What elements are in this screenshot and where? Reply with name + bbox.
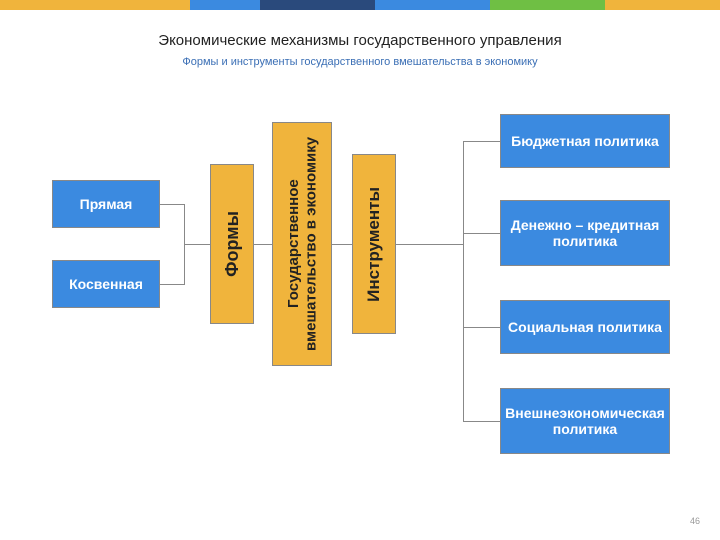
node-label: Социальная политика bbox=[508, 319, 662, 335]
topbar-segment bbox=[190, 0, 260, 10]
node-label: Внешнеэкономическая политика bbox=[505, 405, 665, 437]
node-label: Бюджетная политика bbox=[511, 133, 659, 149]
node-gos: Государственное вмешательство в экономик… bbox=[272, 122, 332, 366]
topbar-segment bbox=[490, 0, 605, 10]
connector bbox=[396, 244, 464, 245]
node-kosvennaya: Косвенная bbox=[52, 260, 160, 308]
connector bbox=[463, 233, 500, 234]
connector bbox=[463, 141, 464, 422]
node-label: Инструменты bbox=[364, 187, 384, 302]
node-label: Денежно – кредитная политика bbox=[505, 217, 665, 249]
topbar-segment bbox=[375, 0, 490, 10]
connector bbox=[463, 141, 500, 142]
page-subtitle: Формы и инструменты государственного вме… bbox=[0, 56, 720, 68]
connector bbox=[160, 284, 184, 285]
node-money: Денежно – кредитная политика bbox=[500, 200, 670, 266]
connector bbox=[463, 421, 500, 422]
topbar-segment bbox=[605, 0, 720, 10]
page-title: Экономические механизмы государственного… bbox=[0, 32, 720, 49]
node-label: Государственное вмешательство в экономик… bbox=[285, 127, 320, 361]
node-pryamaya: Прямая bbox=[52, 180, 160, 228]
node-foreign: Внешнеэкономическая политика bbox=[500, 388, 670, 454]
connector bbox=[463, 327, 500, 328]
connector bbox=[254, 244, 272, 245]
node-formy: Формы bbox=[210, 164, 254, 324]
connector bbox=[160, 204, 184, 205]
page-number: 46 bbox=[690, 516, 700, 526]
topbar-segment bbox=[260, 0, 375, 10]
node-label: Прямая bbox=[80, 196, 133, 212]
diagram-canvas: Прямая Косвенная Формы Государственное вмеш… bbox=[0, 100, 720, 500]
topbar-segment bbox=[0, 0, 190, 10]
node-budget: Бюджетная политика bbox=[500, 114, 670, 168]
connector bbox=[332, 244, 352, 245]
node-label: Формы bbox=[222, 211, 243, 277]
top-accent-bar bbox=[0, 0, 720, 10]
node-social: Социальная политика bbox=[500, 300, 670, 354]
connector bbox=[184, 244, 210, 245]
node-instr: Инструменты bbox=[352, 154, 396, 334]
node-label: Косвенная bbox=[69, 276, 143, 292]
